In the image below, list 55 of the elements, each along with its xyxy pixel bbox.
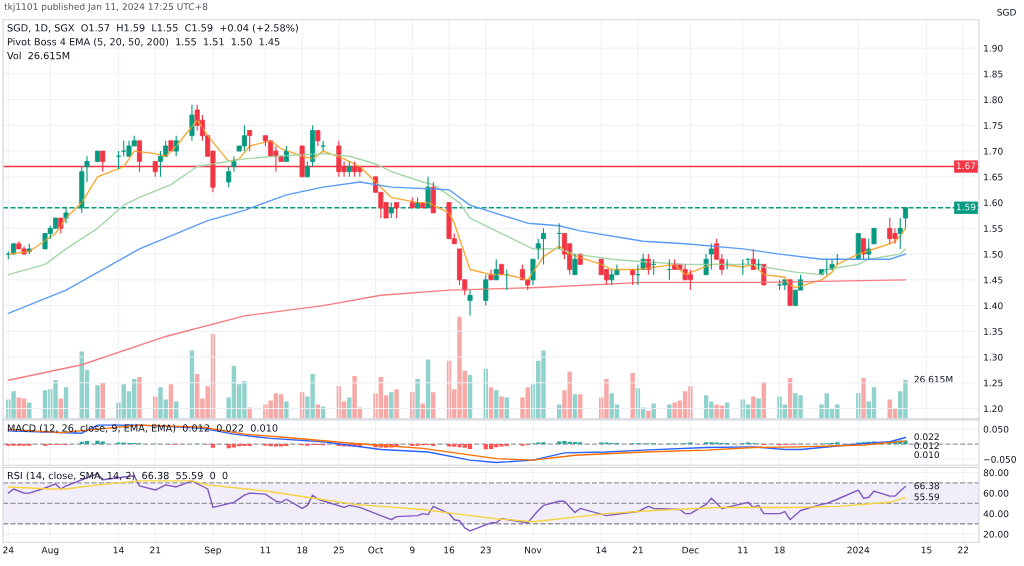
y-tick-label: 20.00 xyxy=(983,530,1009,538)
y-tick-label: 1.75 xyxy=(984,122,1003,129)
y-tick-label: 1.65 xyxy=(984,173,1003,181)
ref-line-label: 1.59 xyxy=(956,203,976,211)
x-tick-label: 21 xyxy=(632,546,643,554)
y-tick-label: 1.40 xyxy=(984,302,1003,310)
annotation: Vol 26.615M xyxy=(7,51,70,60)
x-tick-label: 18 xyxy=(297,546,308,554)
x-tick-label: Dec xyxy=(682,546,699,554)
x-tick-label: 9 xyxy=(410,546,415,554)
annotation: 0.012 xyxy=(914,442,939,450)
y-tick-label: 1.55 xyxy=(984,225,1003,232)
ref-line-label: 1.67 xyxy=(956,162,976,170)
x-tick-label: 22 xyxy=(958,546,969,554)
y-tick-label: 1.60 xyxy=(984,199,1003,207)
y-tick-label: 1.35 xyxy=(984,328,1003,335)
x-tick-label: 11 xyxy=(738,546,748,554)
x-tick-label: Aug xyxy=(41,546,59,556)
annotation: 55.59 xyxy=(914,493,940,501)
x-tick-label: Sep xyxy=(205,546,221,556)
annotation: 0.010 xyxy=(914,451,940,459)
y-tick-label: 1.80 xyxy=(984,96,1003,104)
annotation: Pivot Boss 4 EMA (5, 20, 50, 200) 1.55 1.51 1.50 1.45 xyxy=(7,37,280,47)
y-tick-label: 1.30 xyxy=(984,353,1003,361)
y-tick-label: 1.20 xyxy=(984,405,1003,413)
x-tick-label: 11 xyxy=(260,546,271,554)
annotation: 26.615M xyxy=(914,375,953,383)
x-tick-label: 2024 xyxy=(847,546,870,554)
y-tick-label: −0.050 xyxy=(984,455,1016,463)
y-tick-label: 1.85 xyxy=(984,70,1003,78)
y-tick-label: 60.00 xyxy=(983,489,1009,497)
y-tick-label: 1.25 xyxy=(984,379,1003,387)
y-tick-label: 1.90 xyxy=(984,44,1003,52)
x-tick-label: Nov xyxy=(525,546,542,554)
x-tick-label: 15 xyxy=(921,546,932,554)
y-tick-label: 1.45 xyxy=(984,276,1003,284)
y-tick-label: 80.00 xyxy=(983,469,1009,477)
y-tick-label: 1.70 xyxy=(984,147,1003,155)
text: SGD xyxy=(997,8,1016,16)
x-tick-label: 24 xyxy=(3,546,14,554)
text: tkj1101 published Jan 11, 2024 17:25 UTC+8 xyxy=(4,2,208,12)
chart-title: SGD, 1D, SGX O1.57 H1.59 L1.55 C1.59 +0.04 (+2.58%) xyxy=(7,23,298,33)
y-tick-label: 40.00 xyxy=(983,510,1009,518)
x-tick-label: 14 xyxy=(113,546,124,554)
x-tick-label: 23 xyxy=(480,546,491,554)
y-tick-label: 1.50 xyxy=(984,250,1003,258)
x-tick-label: 21 xyxy=(150,546,161,554)
y-tick-label: 0.050 xyxy=(983,425,1009,433)
x-tick-label: 14 xyxy=(596,546,607,554)
x-tick-label: 16 xyxy=(444,546,455,554)
x-tick-label: 25 xyxy=(333,546,344,554)
x-tick-label: Oct xyxy=(368,546,384,554)
x-tick-label: 18 xyxy=(774,546,785,554)
annotation: 0.022 xyxy=(914,433,939,441)
annotation: 66.38 xyxy=(914,482,940,490)
